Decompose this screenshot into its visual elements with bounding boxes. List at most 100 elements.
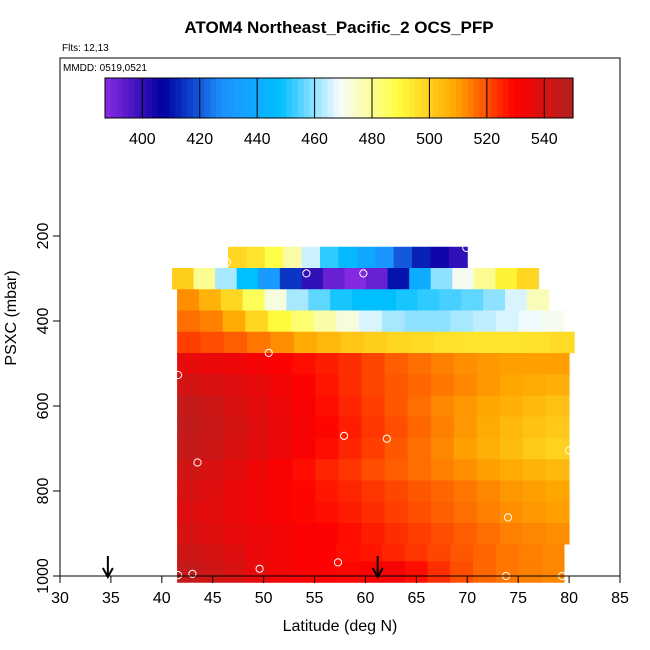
colorbar-swatch xyxy=(526,78,533,118)
colorbar-swatch xyxy=(303,78,311,118)
heatmap-cell xyxy=(245,544,269,566)
heatmap-cell xyxy=(522,480,547,502)
heatmap-cell xyxy=(200,353,224,375)
colorbar-swatch xyxy=(216,78,223,118)
heatmap-cell xyxy=(409,268,432,290)
colorbar-tick-label: 400 xyxy=(129,131,156,148)
heatmap-cell xyxy=(292,374,316,396)
colorbar-swatch xyxy=(461,78,469,118)
colorbar-swatch xyxy=(362,78,369,118)
heatmap-cell xyxy=(292,523,316,545)
heatmap-cell xyxy=(499,459,524,481)
heatmap-cell xyxy=(223,416,247,439)
heatmap-cell xyxy=(344,268,367,290)
heatmap-cell xyxy=(290,310,315,332)
heatmap-cell xyxy=(499,416,524,439)
heatmap-cell xyxy=(308,289,331,311)
heatmap-cell xyxy=(245,561,269,583)
heatmap-cell xyxy=(279,268,302,290)
colorbar-frame xyxy=(104,77,574,119)
colorbar-swatch xyxy=(350,78,358,118)
colorbar-swatch xyxy=(543,78,551,118)
colorbar-swatch xyxy=(520,78,527,118)
colorbar-swatch xyxy=(233,78,241,118)
heatmap-cell xyxy=(430,501,455,524)
heatmap-cell xyxy=(516,268,540,290)
heatmap-cell xyxy=(200,501,224,524)
heatmap-cell xyxy=(407,480,432,502)
y-tick-label: 200 xyxy=(35,223,52,250)
heatmap-cell xyxy=(366,268,389,290)
heatmap-cell xyxy=(453,438,478,460)
heatmap-cell xyxy=(541,310,565,332)
heatmap-cell xyxy=(177,331,201,354)
heatmap-cell xyxy=(476,523,501,545)
heatmap-cell xyxy=(361,501,386,524)
heatmap-cell xyxy=(546,374,570,396)
heatmap-cell xyxy=(384,501,409,524)
sample-point xyxy=(382,434,391,443)
heatmap-cell xyxy=(434,331,458,354)
heatmap-cell xyxy=(430,480,455,502)
heatmap-cell xyxy=(177,501,201,524)
heatmap-cell xyxy=(375,246,395,269)
heatmap-cell xyxy=(246,523,270,545)
heatmap-cell xyxy=(457,331,482,354)
x-tick-label: 65 xyxy=(407,590,425,607)
heatmap-cell xyxy=(450,544,474,566)
heatmap-cell xyxy=(546,395,570,417)
heatmap-cell xyxy=(359,544,383,566)
sample-point xyxy=(359,269,368,278)
colorbar-tick-label: 420 xyxy=(186,131,213,148)
heatmap-cell xyxy=(292,395,316,417)
heatmap-cell xyxy=(200,459,224,481)
heatmap-cell xyxy=(430,395,455,417)
heatmap-cell xyxy=(483,289,506,311)
heatmap-cell xyxy=(407,459,432,481)
heatmap-cell xyxy=(461,289,484,311)
heatmap-cell xyxy=(222,310,246,332)
date-note: MMDD: 0519,0521 xyxy=(63,63,147,74)
heatmap-cell xyxy=(315,501,339,524)
x-axis: 30 35 40 45 50 55 60 65 70 75 80 85 xyxy=(51,576,629,607)
heatmap-cell xyxy=(453,459,478,481)
heatmap-cell xyxy=(322,268,345,290)
x-tick-label: 55 xyxy=(306,590,324,607)
heatmap-cell xyxy=(223,501,247,524)
colorbar-swatch xyxy=(116,78,124,118)
heatmap-cell xyxy=(200,416,224,439)
heatmap-cell xyxy=(430,374,455,396)
heatmap-cell xyxy=(258,268,281,290)
colorbar-tick-label: 500 xyxy=(416,131,443,148)
colorbar-swatch xyxy=(239,78,246,118)
colorbar-swatch xyxy=(537,78,545,118)
colorbar-swatch xyxy=(532,78,539,118)
heatmap-cell xyxy=(200,374,224,396)
heatmap-cell xyxy=(439,289,462,311)
colorbar-swatch xyxy=(105,78,112,118)
heatmap-cell xyxy=(361,523,386,545)
heatmap-cell xyxy=(518,561,542,583)
colorbar-swatch xyxy=(385,78,393,118)
heatmap-cell xyxy=(448,246,468,269)
colorbar-swatch xyxy=(391,78,399,118)
heatmap-cell xyxy=(268,310,292,332)
heatmap-cell xyxy=(476,374,501,396)
heatmap-cell xyxy=(417,289,440,311)
colorbar-swatch xyxy=(145,78,153,118)
heatmap-cell xyxy=(292,480,316,502)
colorbar-swatch xyxy=(251,78,258,118)
colorbar-swatch xyxy=(415,78,422,118)
heatmap-cell xyxy=(452,268,475,290)
heatmap-cell xyxy=(499,501,524,524)
heatmap-cell xyxy=(270,331,295,354)
heatmap-cell xyxy=(476,438,501,460)
heatmap-cell xyxy=(430,353,455,375)
heatmap-cell xyxy=(384,480,409,502)
colorbar-swatch xyxy=(309,78,317,118)
heatmap-cell xyxy=(384,395,409,417)
heatmap-cell xyxy=(527,331,552,354)
heatmap-cell xyxy=(546,416,570,439)
heatmap-cell xyxy=(313,310,337,332)
colorbar-swatch xyxy=(280,78,287,118)
